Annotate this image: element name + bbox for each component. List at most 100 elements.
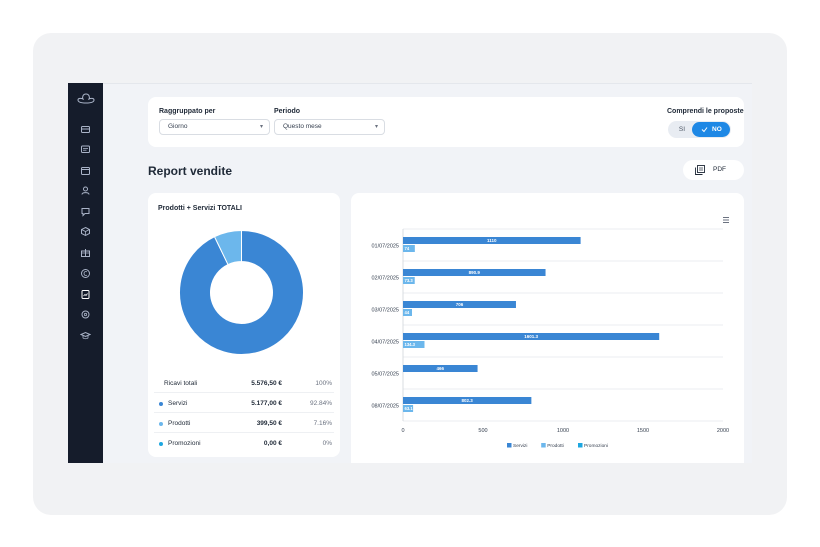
euro-icon [81,269,90,278]
y-tick-label: 05/07/2025 [371,372,399,378]
graduation-cap-icon [80,331,91,340]
data-label: 63.1 [405,406,414,411]
row-percent: 100% [315,380,332,387]
row-percent: 7.16% [313,420,332,427]
calendar-icon [81,167,90,175]
legend-dot [159,422,163,426]
bar-prodotti [403,405,414,412]
bar-servizi [403,269,546,276]
legend-swatch [541,443,546,448]
legend-dot [159,442,163,446]
report-icon [81,290,90,299]
bar-servizi [403,333,660,340]
bar-servizi [403,397,532,404]
legend-swatch [507,443,512,448]
legend-label: Prodotti [547,443,564,449]
summary-row-total: Ricavi totali 5.576,50 € 100% [154,373,334,393]
data-label: 890.9 [469,270,481,275]
check-icon [701,127,708,133]
row-name: Promozioni [168,440,201,447]
sidebar-item-inbox[interactable] [80,124,91,135]
sidebar-item-products[interactable] [80,226,91,237]
bar-prodotti [403,341,425,348]
filters-panel: Raggruppato per Giorno ▾ Periodo Questo … [148,97,744,147]
inbox-icon [81,126,90,133]
legend-label: Promozioni [584,443,608,449]
chevron-down-icon: ▾ [374,124,378,130]
top-divider [103,83,752,84]
row-value: 5.576,50 € [251,380,282,387]
summary-row-servizi: Servizi 5.177,00 € 92.84% [154,393,334,413]
donut-chart [179,230,304,355]
row-value: 399,50 € [256,420,282,427]
data-label: 706 [456,302,464,307]
group-by-select[interactable]: Giorno ▾ [159,119,270,135]
app-window: Raggruppato per Giorno ▾ Periodo Questo … [68,83,752,463]
sidebar-item-academy[interactable] [80,330,91,341]
donut-slice-servizi [179,230,304,355]
data-label: 466 [437,366,445,371]
proposals-toggle: SI NO [668,121,731,138]
legend-swatch [578,443,583,448]
group-by-label: Raggruppato per [159,108,216,115]
data-label: 73.3 [405,278,414,283]
sidebar-item-messages[interactable] [80,144,91,155]
gift-icon [81,249,90,257]
bar-servizi [403,365,478,372]
summary-row-promozioni: Promozioni 0,00 € 0% [154,433,334,453]
row-name: Servizi [168,400,188,407]
sidebar-item-gifts[interactable] [80,247,91,258]
row-percent: 0% [322,440,332,447]
legend-dot [159,402,163,406]
x-tick-label: 1000 [557,428,569,434]
toggle-no-option[interactable]: NO [692,122,730,137]
data-label: 44 [405,310,410,315]
summary-title: Prodotti + Servizi TOTALI [158,205,242,212]
data-label: 134.3 [405,342,416,347]
sidebar-item-calendar[interactable] [80,165,91,176]
y-tick-label: 02/07/2025 [371,276,399,282]
summary-card: Prodotti + Servizi TOTALI Ricavi totali … [148,193,340,457]
box-icon [81,226,90,237]
x-tick-label: 2000 [717,428,729,434]
summary-row-prodotti: Prodotti 399,50 € 7.16% [154,413,334,433]
gear-icon [81,310,90,319]
data-label: 1110 [487,238,497,243]
sidebar-item-settings[interactable] [80,309,91,320]
toggle-yes-option[interactable]: SI [678,126,686,133]
y-tick-label: 01/07/2025 [371,244,399,250]
sidebar-item-payments[interactable] [80,268,91,279]
data-label: 1601.3 [524,334,538,339]
y-tick-label: 08/07/2025 [371,404,399,410]
chevron-down-icon: ▾ [259,124,263,130]
users-icon [81,186,90,195]
x-tick-label: 0 [401,428,404,434]
message-icon [81,145,90,153]
brand-logo-icon [77,93,95,104]
bar-prodotti [403,277,415,284]
y-tick-label: 03/07/2025 [371,308,399,314]
row-value: 0,00 € [263,440,282,447]
proposals-label: Comprendi le proposte [667,108,744,115]
sidebar [68,83,103,463]
sidebar-item-reports[interactable] [80,289,91,300]
group-by-value: Giorno [168,123,188,130]
period-select[interactable]: Questo mese ▾ [274,119,385,135]
page-title: Report vendite [148,164,233,178]
chart-menu-icon [723,217,729,223]
sidebar-item-clients[interactable] [80,185,91,196]
data-label: 74 [405,246,410,251]
pdf-export-button[interactable]: PDF [683,160,744,180]
period-value: Questo mese [283,123,322,130]
x-tick-label: 1500 [637,428,649,434]
data-label: 802.3 [462,398,474,403]
x-tick-label: 500 [478,428,487,434]
y-tick-label: 04/07/2025 [371,340,399,346]
row-name: Ricavi totali [164,380,198,387]
bar-prodotti [403,309,412,316]
bar-servizi [403,301,516,308]
donut-slice-prodotti [213,230,242,266]
bar-servizi [403,237,581,244]
row-name: Prodotti [168,420,191,427]
sidebar-item-chat[interactable] [80,206,91,217]
